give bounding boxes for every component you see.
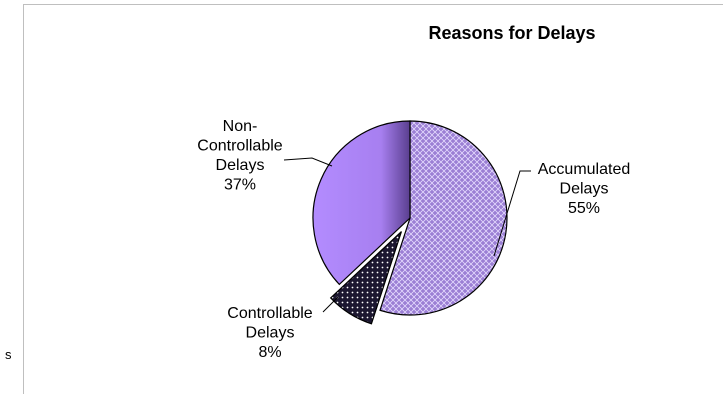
slice-controllable-delays [329, 231, 402, 325]
label-accumulated-delays-line: 55% [568, 200, 600, 217]
slice-non-controllable-delays [312, 120, 411, 286]
clipped-legend-fragment: s [5, 347, 12, 362]
label-controllable-delays-line: Delays [246, 325, 295, 342]
label-controllable-delays-line: 8% [258, 344, 281, 361]
slice-accumulated-delays [379, 120, 508, 316]
label-non-controllable-delays-line: Non- [223, 118, 258, 135]
label-controllable-delays-line: Controllable [227, 305, 312, 322]
leader-non-controllable-delays [283, 157, 333, 167]
chart-area [23, 4, 723, 394]
leader-accumulated-delays [493, 170, 531, 257]
label-non-controllable-delays-line: Delays [216, 157, 265, 174]
chart-title: Reasons for Delays [428, 23, 595, 43]
label-accumulated-delays-line: Accumulated [538, 161, 631, 178]
label-accumulated-delays-line: Delays [560, 181, 609, 198]
label-non-controllable-delays-line: 37% [224, 177, 256, 194]
label-non-controllable-delays-line: Controllable [197, 138, 282, 155]
leader-controllable-delays [322, 296, 339, 313]
